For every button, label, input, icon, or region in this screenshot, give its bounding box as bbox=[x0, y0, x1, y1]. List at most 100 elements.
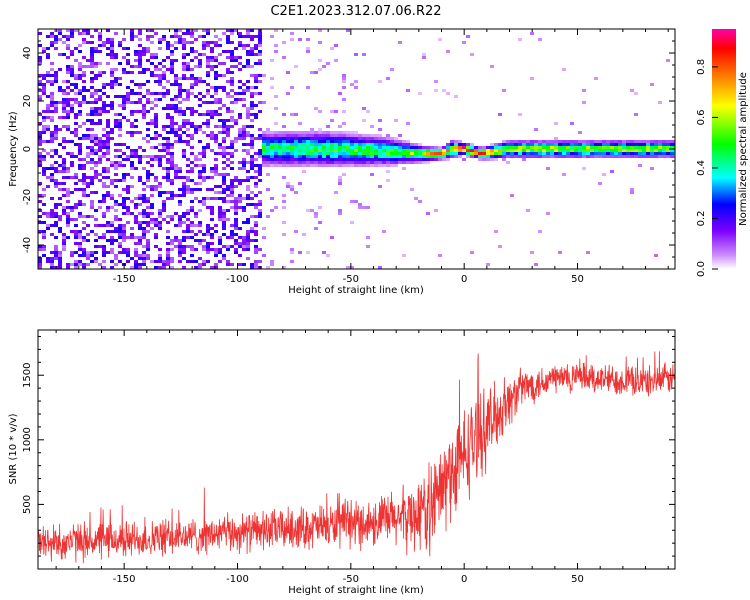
heatmap-cell bbox=[446, 143, 450, 146]
heatmap-cell bbox=[54, 245, 58, 248]
heatmap-cell bbox=[494, 152, 498, 155]
heatmap-cell bbox=[330, 131, 334, 134]
heatmap-cell bbox=[458, 155, 462, 158]
heatmap-cell bbox=[138, 227, 142, 230]
heatmap-cell bbox=[274, 161, 278, 164]
heatmap-cell bbox=[494, 230, 498, 233]
heatmap-cell bbox=[482, 149, 486, 152]
heatmap-cell bbox=[194, 131, 198, 134]
heatmap-cell bbox=[42, 158, 46, 161]
heatmap-cell bbox=[110, 182, 114, 185]
heatmap-cell bbox=[186, 164, 190, 167]
heatmap-cell bbox=[66, 68, 70, 71]
heatmap-cell bbox=[66, 29, 70, 32]
x-tick-label: -100 bbox=[226, 574, 249, 585]
heatmap-cell bbox=[50, 131, 54, 134]
heatmap-cell bbox=[238, 236, 242, 239]
heatmap-cell bbox=[642, 143, 646, 146]
heatmap-cell bbox=[586, 251, 590, 254]
heatmap-cell bbox=[530, 155, 534, 158]
heatmap-cell bbox=[178, 107, 182, 110]
heatmap-cell bbox=[218, 113, 222, 116]
heatmap-cell bbox=[230, 89, 234, 92]
heatmap-cell bbox=[150, 194, 154, 197]
heatmap-cell bbox=[626, 149, 630, 152]
heatmap-cell bbox=[270, 263, 274, 266]
heatmap-cell bbox=[42, 77, 46, 80]
heatmap-cell bbox=[250, 38, 254, 41]
heatmap-cell bbox=[122, 38, 126, 41]
heatmap-cell bbox=[90, 167, 94, 170]
heatmap-cell bbox=[126, 62, 130, 65]
heatmap-cell bbox=[110, 131, 114, 134]
heatmap-cell bbox=[574, 152, 578, 155]
heatmap-cell bbox=[46, 227, 50, 230]
heatmap-cell bbox=[218, 251, 222, 254]
heatmap-cell bbox=[126, 212, 130, 215]
heatmap-cell bbox=[182, 185, 186, 188]
heatmap-cell bbox=[146, 239, 150, 242]
heatmap-cell bbox=[194, 260, 198, 263]
heatmap-cell bbox=[98, 146, 102, 149]
snr-x-axis-label: Height of straight line (km) bbox=[288, 585, 424, 596]
heatmap-cell bbox=[62, 104, 66, 107]
heatmap-cell bbox=[78, 65, 82, 68]
heatmap-cell bbox=[554, 149, 558, 152]
heatmap-cell bbox=[218, 197, 222, 200]
heatmap-cell bbox=[406, 158, 410, 161]
heatmap-cell bbox=[334, 146, 338, 149]
heatmap-cell bbox=[258, 152, 262, 155]
heatmap-cell bbox=[306, 137, 310, 140]
heatmap-cell bbox=[262, 140, 266, 143]
heatmap-cell bbox=[390, 155, 394, 158]
heatmap-cell bbox=[90, 86, 94, 89]
heatmap-cell bbox=[138, 179, 142, 182]
heatmap-cell bbox=[306, 140, 310, 143]
heatmap-cell bbox=[226, 194, 230, 197]
heatmap-cell bbox=[182, 131, 186, 134]
heatmap-cell bbox=[42, 188, 46, 191]
heatmap-cell bbox=[102, 251, 106, 254]
heatmap-cell bbox=[438, 158, 442, 161]
heatmap-cell bbox=[70, 251, 74, 254]
heatmap-cell bbox=[226, 35, 230, 38]
heatmap-cell bbox=[558, 155, 562, 158]
heatmap-cell bbox=[118, 143, 122, 146]
heatmap-cell bbox=[338, 92, 342, 95]
heatmap-cell bbox=[210, 242, 214, 245]
heatmap-cell bbox=[634, 146, 638, 149]
heatmap-cell bbox=[402, 158, 406, 161]
heatmap-cell bbox=[82, 164, 86, 167]
heatmap-cell bbox=[246, 113, 250, 116]
heatmap-cell bbox=[318, 149, 322, 152]
heatmap-cell bbox=[182, 182, 186, 185]
heatmap-cell bbox=[178, 134, 182, 137]
snr-y-axis-label: SNR (10 * v/v) bbox=[8, 413, 19, 484]
heatmap-cell bbox=[98, 122, 102, 125]
heatmap-cell bbox=[510, 140, 514, 143]
heatmap-cell bbox=[310, 149, 314, 152]
heatmap-cell bbox=[270, 140, 274, 143]
heatmap-cell bbox=[430, 158, 434, 161]
heatmap-cell bbox=[178, 221, 182, 224]
heatmap-cell bbox=[78, 215, 82, 218]
heatmap-cell bbox=[118, 203, 122, 206]
heatmap-cell bbox=[222, 62, 226, 65]
heatmap-cell bbox=[526, 152, 530, 155]
heatmap-cell bbox=[90, 179, 94, 182]
heatmap-cell bbox=[170, 146, 174, 149]
heatmap-cell bbox=[254, 158, 258, 161]
heatmap-cell bbox=[386, 143, 390, 146]
heatmap-cell bbox=[94, 122, 98, 125]
heatmap-cell bbox=[218, 191, 222, 194]
heatmap-cell bbox=[654, 254, 658, 257]
heatmap-cell bbox=[142, 236, 146, 239]
heatmap-cell bbox=[162, 167, 166, 170]
heatmap-cell bbox=[306, 149, 310, 152]
heatmap-cell bbox=[138, 32, 142, 35]
heatmap-cell bbox=[254, 215, 258, 218]
heatmap-cell bbox=[42, 254, 46, 257]
heatmap-cell bbox=[378, 146, 382, 149]
heatmap-cell bbox=[182, 68, 186, 71]
heatmap-cell bbox=[190, 107, 194, 110]
